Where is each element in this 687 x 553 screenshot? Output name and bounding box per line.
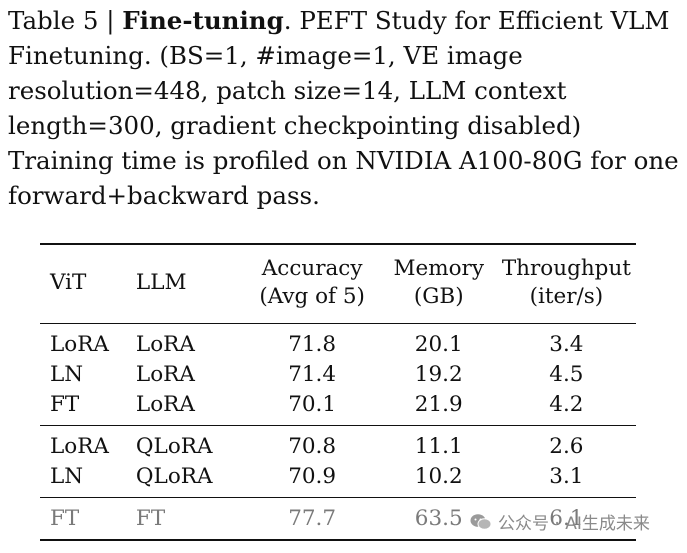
header-memory: Memory (GB)	[381, 245, 497, 324]
header-accuracy-line1: Accuracy	[261, 256, 363, 281]
cell-vit: FT	[50, 506, 80, 531]
cell-throughput: 4.2	[549, 392, 584, 417]
cell-vit: LN	[50, 464, 84, 489]
cell-vit: LN	[50, 362, 84, 387]
caption-text: . PEFT Study for Efficient VLM Finetunin…	[8, 6, 679, 210]
cell-vit: FT	[50, 392, 80, 417]
cell-throughput: 6.1	[549, 506, 584, 531]
cell-accuracy: 77.7	[288, 506, 337, 531]
cell-llm: LoRA	[135, 332, 195, 357]
header-accuracy-line2: (Avg of 5)	[259, 284, 365, 309]
cell-llm: LoRA	[135, 392, 195, 417]
cell-accuracy: 70.1	[288, 392, 337, 417]
table-row: FT FT 77.7 63.5 6.1	[40, 498, 636, 540]
cell-memory: 21.9	[414, 392, 463, 417]
cell-llm: QLoRA	[135, 434, 213, 459]
header-memory-line1: Memory	[393, 256, 484, 281]
cell-llm: FT	[135, 506, 166, 531]
cell-throughput: 4.5	[549, 362, 584, 387]
table-header-row: ViT LLM Accuracy (Avg of 5) Memory (GB) …	[40, 245, 636, 324]
cell-accuracy: 70.8	[288, 434, 337, 459]
caption-title: Fine-tuning	[122, 6, 284, 35]
cell-llm: LoRA	[135, 362, 195, 387]
table-row: FT LoRA 70.1 21.9 4.2	[40, 390, 636, 426]
table-caption: Table 5 | Fine-tuning. PEFT Study for Ef…	[8, 3, 680, 213]
table-row: LoRA QLoRA 70.8 11.1 2.6	[40, 426, 636, 462]
caption-label: Table 5 |	[8, 6, 115, 35]
table-row: LN QLoRA 70.9 10.2 3.1	[40, 462, 636, 498]
header-memory-line2: (GB)	[413, 284, 464, 309]
watermark-text: 公众号 · AI生成未来	[498, 514, 650, 534]
cell-memory: 11.1	[414, 434, 463, 459]
cell-memory: 19.2	[414, 362, 463, 387]
cell-accuracy: 71.8	[288, 332, 337, 357]
cell-accuracy: 70.9	[288, 464, 337, 489]
header-vit: ViT	[50, 270, 87, 295]
cell-throughput: 2.6	[549, 434, 584, 459]
table-row: LN LoRA 71.4 19.2 4.5	[40, 360, 636, 390]
cell-memory: 10.2	[414, 464, 463, 489]
cell-throughput: 3.4	[549, 332, 584, 357]
cell-memory: 20.1	[414, 332, 463, 357]
cell-vit: LoRA	[50, 332, 109, 357]
wechat-icon	[470, 513, 492, 530]
header-throughput: Throughput (iter/s)	[497, 245, 636, 324]
header-throughput-line2: (iter/s)	[529, 284, 604, 309]
header-llm: LLM	[135, 270, 187, 295]
cell-accuracy: 71.4	[288, 362, 337, 387]
cell-throughput: 3.1	[549, 464, 584, 489]
watermark: 公众号 · AI生成未来	[470, 509, 650, 534]
header-throughput-line1: Throughput	[501, 256, 631, 281]
cell-memory: 63.5	[414, 506, 463, 531]
peft-results-table: ViT LLM Accuracy (Avg of 5) Memory (GB) …	[40, 243, 636, 542]
cell-vit: LoRA	[50, 434, 109, 459]
header-accuracy: Accuracy (Avg of 5)	[244, 245, 381, 324]
cell-llm: QLoRA	[135, 464, 213, 489]
table-row: LoRA LoRA 71.8 20.1 3.4	[40, 324, 636, 360]
